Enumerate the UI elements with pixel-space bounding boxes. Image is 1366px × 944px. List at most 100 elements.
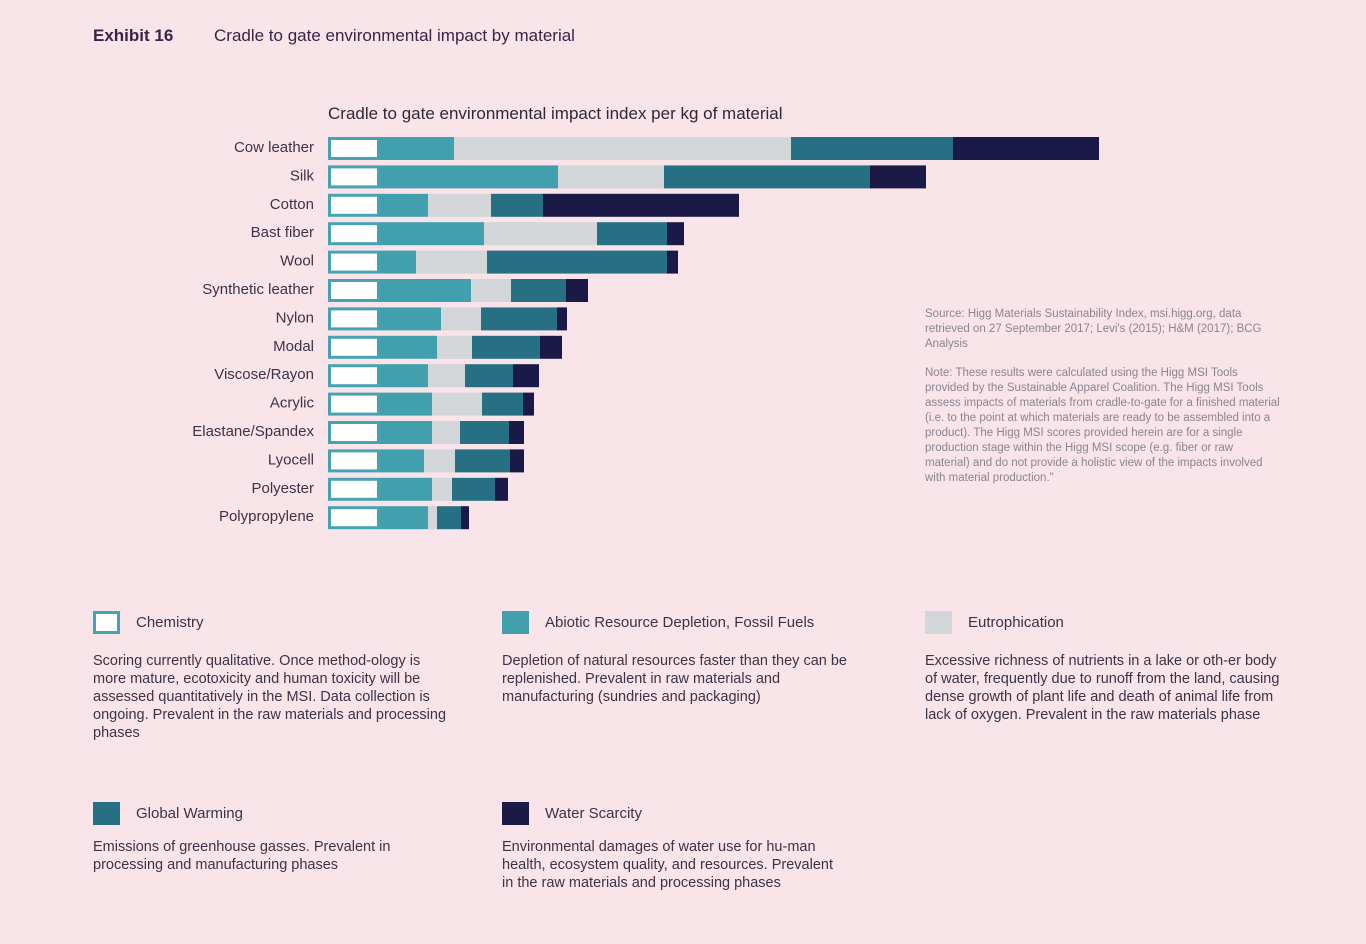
category-label: Silk	[290, 167, 315, 184]
category-label: Elastane/Spandex	[192, 423, 314, 440]
legend-label: Chemistry	[136, 614, 204, 631]
bar-segment	[454, 137, 791, 160]
bar-segment	[953, 137, 1099, 160]
legend-swatch-chemistry	[93, 611, 120, 634]
bar-segment	[380, 421, 432, 444]
legend-description: Excessive richness of nutrients in a lak…	[925, 653, 1280, 723]
bar-segment	[566, 279, 588, 302]
legend-description: Emissions of greenhouse gasses. Prevalen…	[93, 839, 391, 873]
category-label: Lyocell	[268, 451, 314, 468]
bar-segment	[664, 165, 870, 189]
chart-title: Cradle to gate environmental impact inde…	[328, 104, 783, 123]
category-label: Cow leather	[234, 139, 314, 156]
bar-segment	[328, 307, 380, 331]
bar-segment	[482, 392, 523, 416]
category-label: Synthetic leather	[202, 281, 314, 298]
legend-description: Scoring currently qualitative. Once meth…	[93, 653, 447, 741]
legend-label: Global Warming	[136, 805, 243, 822]
bar-segment	[452, 477, 495, 501]
bar-segment	[484, 222, 597, 246]
category-label: Modal	[273, 338, 314, 355]
bar-segment	[472, 335, 540, 359]
bar-segment	[380, 335, 437, 359]
exhibit-label: Exhibit 16	[93, 26, 174, 45]
bar-segment	[461, 506, 469, 530]
bar-segment	[380, 193, 428, 217]
bar-segment	[328, 477, 380, 501]
bar-segment	[428, 506, 437, 530]
category-label: Polypropylene	[219, 508, 314, 525]
bar-segment	[460, 421, 509, 444]
bar-segment	[428, 193, 491, 217]
bar-segment	[557, 307, 567, 331]
bar-segment	[791, 137, 953, 160]
bar-segment	[380, 477, 432, 501]
bar-segment	[543, 193, 739, 217]
legend-label: Water Scarcity	[545, 805, 642, 822]
bar-segment	[328, 449, 380, 473]
bar-segment	[380, 137, 454, 160]
bar-segment	[597, 222, 667, 246]
bar-segment	[667, 250, 678, 274]
exhibit-title: Cradle to gate environmental impact by m…	[214, 26, 575, 45]
bar-segment	[432, 392, 482, 416]
bar-segment	[432, 421, 460, 444]
bar-segment	[380, 250, 416, 274]
bar-segment	[510, 449, 524, 473]
legend-swatch-water-scarcity	[502, 802, 529, 825]
bar-segment	[380, 307, 441, 331]
bar-segment	[380, 364, 428, 388]
bar-segment	[328, 222, 380, 246]
bar-segment	[380, 506, 428, 530]
bar-segment	[328, 506, 380, 530]
category-label: Acrylic	[270, 395, 315, 412]
category-label: Bast fiber	[251, 224, 314, 241]
bar-segment	[328, 421, 380, 444]
bar-segment	[328, 193, 380, 217]
bar-segment	[380, 392, 432, 416]
bar-segment	[328, 250, 380, 274]
legend-label: Eutrophication	[968, 614, 1064, 631]
methodology-note: Note: These results were calculated usin…	[925, 367, 1280, 484]
bar-segment	[328, 137, 380, 160]
legend-swatch-abiotic	[502, 611, 529, 634]
legend-label: Abiotic Resource Depletion, Fossil Fuels	[545, 614, 815, 631]
category-label: Cotton	[270, 196, 314, 213]
bar-segment	[491, 193, 543, 217]
bar-segment	[465, 364, 513, 388]
bar-segment	[380, 279, 471, 302]
category-label: Wool	[280, 253, 314, 270]
legend-description: Environmental damages of water use for h…	[502, 839, 833, 891]
bar-segment	[487, 250, 667, 274]
legend-swatch-eutrophication	[925, 611, 952, 634]
bar-segment	[495, 477, 508, 501]
bar-segment	[455, 449, 510, 473]
category-label: Polyester	[251, 480, 314, 497]
bar-segment	[432, 477, 452, 501]
bar-segment	[870, 165, 926, 189]
bar-segment	[540, 335, 562, 359]
category-label: Viscose/Rayon	[214, 366, 314, 383]
bar-segment	[437, 335, 472, 359]
bar-segment	[328, 392, 380, 416]
bar-segment	[471, 279, 511, 302]
bar-segment	[513, 364, 539, 388]
bar-segment	[328, 364, 380, 388]
bar-segment	[428, 364, 465, 388]
bar-segment	[437, 506, 461, 530]
bar-segment	[509, 421, 524, 444]
bar-segment	[424, 449, 455, 473]
bar-segment	[523, 392, 534, 416]
bar-segment	[481, 307, 557, 331]
bar-segment	[511, 279, 566, 302]
bar-segment	[328, 165, 380, 189]
stacked-bar-chart: Cow leather Silk Cotton Bast fiber Wool Synth…	[192, 137, 1099, 530]
legend-description: Depletion of natural resources faster th…	[502, 653, 847, 705]
bar-segment	[328, 279, 380, 302]
bar-segment	[328, 335, 380, 359]
category-label: Nylon	[276, 309, 314, 326]
bar-segment	[380, 222, 484, 246]
bar-segment	[667, 222, 684, 246]
bar-segment	[380, 165, 558, 189]
bar-segment	[441, 307, 481, 331]
